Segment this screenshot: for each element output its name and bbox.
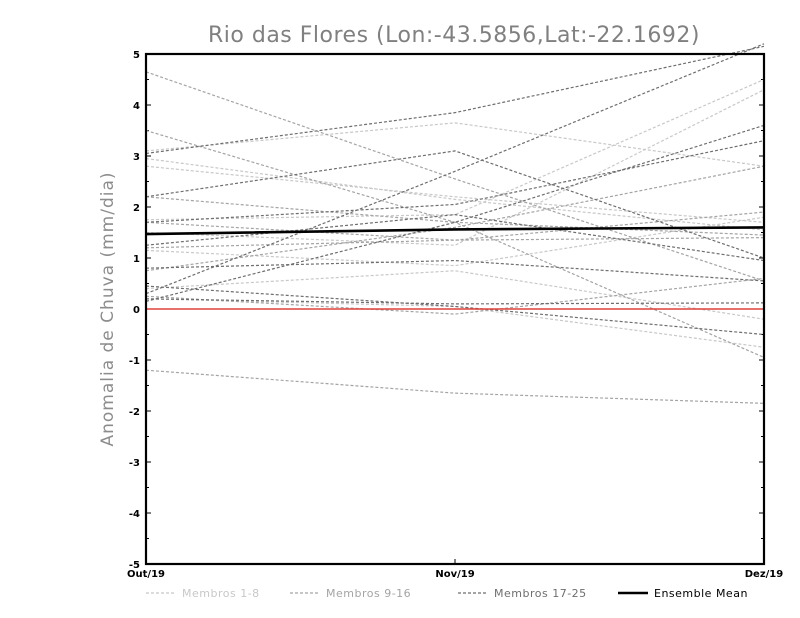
ensemble-mean-line [145,226,765,236]
member-line-12 [145,211,765,241]
legend-label: Membros 17-25 [494,587,587,600]
legend-label: Membros 9-16 [326,587,411,600]
y-tick-label: 1 [133,254,140,265]
legend-label: Ensemble Mean [654,587,748,600]
legend-item: Membros 1-8 [146,587,260,600]
member-line-15 [145,165,765,272]
chart-title: Rio das Flores (Lon:-43.5856,Lat:-22.169… [208,23,700,48]
x-tick-label: Dez/19 [745,569,784,580]
member-line-6 [145,216,765,267]
member-line-13 [145,237,765,249]
member-line-19 [145,140,765,223]
y-tick-label: 4 [133,101,140,112]
y-axis-label: Anomalia de Chuva (mm/dia) [98,171,118,446]
x-tick-label: Nov/19 [435,569,474,580]
y-tick-label: 0 [133,305,140,316]
y-tick-labels: 5 4 3 2 1 0 -1 -2 -3 -4 -5 [129,50,764,571]
member-line-20 [145,43,765,295]
member-line-14 [145,277,765,315]
y-tick-label: -1 [129,356,140,367]
member-line-25 [145,214,765,262]
member-line-1 [145,122,765,167]
legend-item: Ensemble Mean [618,587,748,600]
member-line-17 [145,45,765,155]
member-line-23 [145,285,765,336]
legend-item: Membros 17-25 [458,587,587,600]
member-line-8 [145,298,765,348]
member-line-2 [145,157,765,231]
y-tick-label: 3 [133,152,140,163]
member-line-3 [145,165,765,223]
legend: Membros 1-8 Membros 9-16 Membros 17-25 Ense… [146,587,748,600]
member-line-10 [145,129,765,358]
x-tick-label: Out/19 [127,569,165,580]
legend-item: Membros 9-16 [290,587,411,600]
member-line-16 [145,369,765,404]
y-tick-label: -2 [129,407,140,418]
member-line-5 [145,78,765,221]
member-line-22 [145,259,765,282]
plot-border [144,52,766,566]
member-line-21 [145,124,765,302]
legend-label: Membros 1-8 [182,587,260,600]
y-tick-label: -3 [129,458,140,469]
plot-frame [144,52,766,566]
member-line-9 [145,71,765,282]
y-tick-label: 2 [133,203,140,214]
y-tick-label: -4 [129,509,140,520]
member-line-11 [145,196,765,236]
y-tick-label: -5 [129,560,140,571]
member-line-24 [145,298,765,305]
x-tick-labels: Out/19 Nov/19 Dez/19 [127,559,783,580]
member-line-18 [145,150,765,259]
series-lines [145,43,765,404]
y-tick-label: 5 [133,50,140,61]
